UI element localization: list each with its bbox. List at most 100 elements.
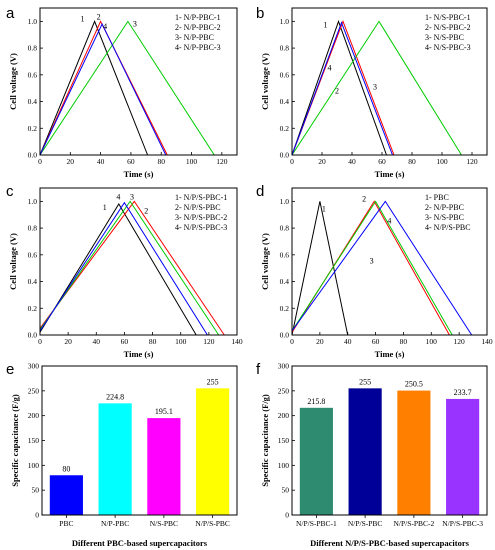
x-tick-label: 40 <box>344 337 352 346</box>
panel-letter: c <box>6 183 14 200</box>
series-line-2 <box>39 20 168 156</box>
bar <box>49 475 83 515</box>
legend-entry: 1- PBC <box>425 193 449 202</box>
x-tick-label: 60 <box>127 157 135 166</box>
y-tick-label: 0.6 <box>280 250 290 259</box>
y-tick-label: 0.6 <box>280 70 290 79</box>
y-tick-label: 0.2 <box>28 304 38 313</box>
x-tick-label: 80 <box>149 337 157 346</box>
y-tick-label: 0.2 <box>280 124 290 133</box>
curve-number-label: 3 <box>133 19 137 28</box>
y-axis-label: Cell voltage (V) <box>260 53 270 110</box>
series-line-2 <box>39 200 225 336</box>
curve-number-label: 2 <box>97 12 101 21</box>
x-tick-label: 140 <box>481 337 493 346</box>
y-tick-label: 0.4 <box>28 97 38 106</box>
category-label: N/P-PBC <box>101 519 129 528</box>
curve-number-label: 1 <box>81 14 85 23</box>
x-axis-label: Time (s) <box>124 349 154 359</box>
x-axis-label: Time (s) <box>375 349 405 359</box>
category-label: N/P/S-PBC-2 <box>393 519 434 528</box>
bar-value-label: 195.1 <box>155 407 173 416</box>
bar-value-label: 224.8 <box>106 392 124 401</box>
y-tick-label: 200 <box>278 411 290 420</box>
series-line-4 <box>39 22 167 156</box>
y-tick-label: 300 <box>278 362 290 371</box>
legend-entry: 3- N/P/S-PBC-2 <box>175 213 227 222</box>
series-line-3 <box>291 200 453 336</box>
legend-entry: 3- N/S-PBC <box>425 213 464 222</box>
y-tick-label: 1.0 <box>28 17 38 26</box>
category-label: N/P/S-PBC-3 <box>442 519 483 528</box>
category-label: N/P/S-PBC <box>348 519 383 528</box>
category-label: N/P/S-PBC <box>195 519 230 528</box>
legend-entry: 4- N/S-PBC-3 <box>425 43 471 52</box>
panel-letter: a <box>6 5 15 22</box>
plot-frame <box>291 187 488 336</box>
legend-entry: 3- N/P-PBC <box>175 33 214 42</box>
legend-entry: 2- N/P/S-PBC <box>175 203 221 212</box>
x-axis-label: Time (s) <box>124 169 154 179</box>
x-tick-label: 100 <box>426 337 438 346</box>
x-axis-label: Different N/P/S-PBC-based supercapacitor… <box>310 538 470 548</box>
y-tick-label: 200 <box>28 411 40 420</box>
curve-number-label: 3 <box>370 256 374 265</box>
y-tick-label: 1.0 <box>28 197 38 206</box>
x-tick-label: 100 <box>186 157 198 166</box>
x-tick-label: 140 <box>231 337 243 346</box>
series-line-3 <box>39 200 220 336</box>
x-tick-label: 20 <box>316 337 324 346</box>
plot-frame <box>39 7 238 156</box>
y-tick-label: 0.4 <box>280 277 290 286</box>
y-tick-label: 50 <box>32 486 40 495</box>
x-tick-label: 0 <box>38 337 42 346</box>
y-tick-label: 0 <box>35 511 39 520</box>
plot-frame <box>41 365 238 516</box>
curve-number-label: 2 <box>362 194 366 203</box>
x-tick-label: 20 <box>64 337 72 346</box>
bar <box>299 407 333 515</box>
series-line-4 <box>291 21 393 156</box>
x-tick-label: 40 <box>97 157 105 166</box>
legend-entry: 4- N/P/S-PBC-3 <box>175 223 227 232</box>
y-tick-label: 100 <box>278 461 290 470</box>
legend-entry: 2- N/S-PBC-2 <box>425 23 471 32</box>
y-tick-label: 250 <box>28 386 40 395</box>
x-tick-label: 80 <box>400 337 408 346</box>
bar-value-label: 255 <box>359 377 371 386</box>
x-tick-label: 120 <box>203 337 215 346</box>
x-tick-label: 100 <box>175 337 187 346</box>
bar-value-label: 80 <box>62 464 70 473</box>
curve-number-label: 2 <box>335 86 339 95</box>
panel-letter: f <box>256 361 261 378</box>
x-tick-label: 0 <box>38 157 42 166</box>
chart-panel-f: f 0 50 100 150 200 250 300 Specific capacitance … <box>256 361 488 548</box>
y-tick-label: 1.0 <box>280 197 290 206</box>
series-line-1 <box>39 20 149 156</box>
x-tick-label: 60 <box>372 337 380 346</box>
series-line-2 <box>291 19 395 156</box>
y-axis-label: Cell voltage (V) <box>8 233 18 290</box>
curve-number-label: 3 <box>130 192 134 201</box>
bar <box>98 403 132 515</box>
bar-value-label: 250.5 <box>405 380 423 389</box>
x-tick-label: 60 <box>378 157 386 166</box>
x-tick-label: 0 <box>290 157 294 166</box>
legend-entry: 3- N/S-PBC <box>425 33 464 42</box>
y-tick-label: 100 <box>28 461 40 470</box>
series-line-1 <box>291 19 387 156</box>
y-tick-label: 0.8 <box>28 224 38 233</box>
y-tick-label: 1.0 <box>280 17 290 26</box>
y-tick-label: 0.0 <box>28 151 38 160</box>
x-tick-label: 120 <box>466 157 478 166</box>
legend-entry: 2- N/P-PBC <box>425 203 464 212</box>
bar <box>397 390 431 515</box>
plot-frame <box>291 365 488 516</box>
panel-letter: e <box>6 361 14 378</box>
category-label: N/P/S-PBC-1 <box>296 519 337 528</box>
bar <box>196 388 230 515</box>
chart-panel-d: d 0.0 0.2 0.4 0.6 0.8 1.0 Cell voltage (V) Time … <box>256 183 493 359</box>
y-tick-label: 0.0 <box>280 331 290 340</box>
series-line-3 <box>291 20 462 156</box>
